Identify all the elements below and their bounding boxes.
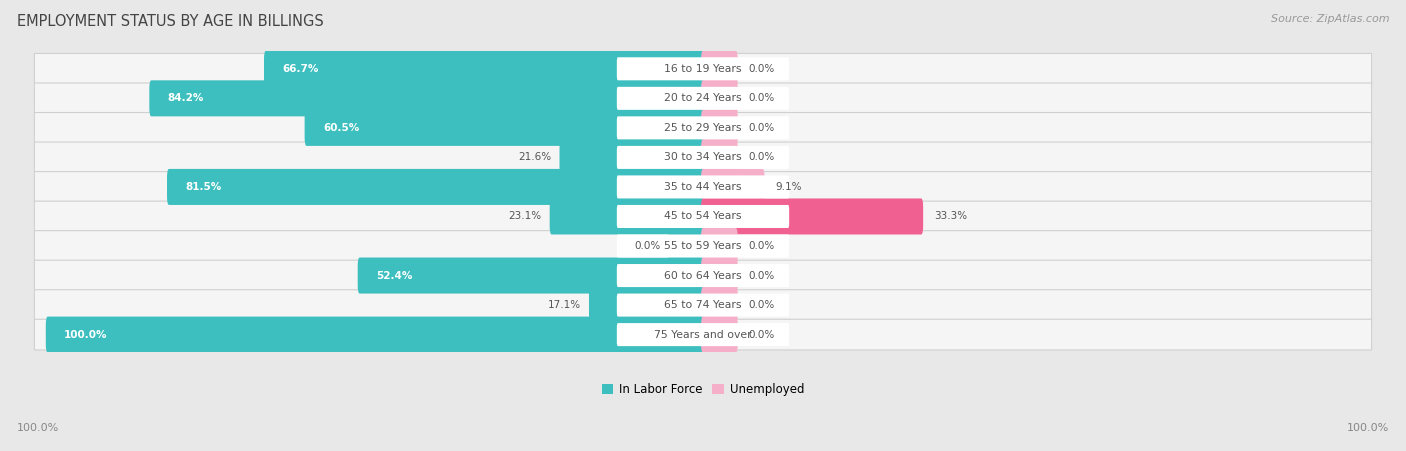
FancyBboxPatch shape <box>702 287 738 323</box>
FancyBboxPatch shape <box>305 110 704 146</box>
FancyBboxPatch shape <box>34 142 1372 173</box>
Text: 65 to 74 Years: 65 to 74 Years <box>664 300 742 310</box>
FancyBboxPatch shape <box>550 198 704 235</box>
Text: 100.0%: 100.0% <box>17 423 59 433</box>
Text: Source: ZipAtlas.com: Source: ZipAtlas.com <box>1271 14 1389 23</box>
FancyBboxPatch shape <box>702 110 738 146</box>
Text: 30 to 34 Years: 30 to 34 Years <box>664 152 742 162</box>
FancyBboxPatch shape <box>34 53 1372 84</box>
Text: 21.6%: 21.6% <box>519 152 551 162</box>
Text: 23.1%: 23.1% <box>509 212 541 221</box>
FancyBboxPatch shape <box>34 112 1372 143</box>
Text: 60.5%: 60.5% <box>323 123 359 133</box>
Text: 0.0%: 0.0% <box>749 123 775 133</box>
Text: 66.7%: 66.7% <box>283 64 319 74</box>
FancyBboxPatch shape <box>34 171 1372 202</box>
Text: 0.0%: 0.0% <box>749 241 775 251</box>
FancyBboxPatch shape <box>167 169 704 205</box>
FancyBboxPatch shape <box>702 169 765 205</box>
FancyBboxPatch shape <box>34 319 1372 350</box>
Text: 45 to 54 Years: 45 to 54 Years <box>664 212 742 221</box>
FancyBboxPatch shape <box>617 205 789 228</box>
FancyBboxPatch shape <box>702 139 738 175</box>
FancyBboxPatch shape <box>617 264 789 287</box>
Text: 60 to 64 Years: 60 to 64 Years <box>664 271 742 281</box>
FancyBboxPatch shape <box>702 228 738 264</box>
Text: 17.1%: 17.1% <box>548 300 581 310</box>
Text: 0.0%: 0.0% <box>749 300 775 310</box>
FancyBboxPatch shape <box>617 235 789 258</box>
FancyBboxPatch shape <box>34 290 1372 321</box>
FancyBboxPatch shape <box>668 228 704 264</box>
FancyBboxPatch shape <box>702 317 738 353</box>
Text: 0.0%: 0.0% <box>749 93 775 103</box>
FancyBboxPatch shape <box>702 258 738 294</box>
FancyBboxPatch shape <box>149 80 704 116</box>
Text: 52.4%: 52.4% <box>375 271 412 281</box>
Text: 0.0%: 0.0% <box>749 330 775 340</box>
FancyBboxPatch shape <box>617 294 789 317</box>
FancyBboxPatch shape <box>560 139 704 175</box>
FancyBboxPatch shape <box>34 201 1372 232</box>
FancyBboxPatch shape <box>617 323 789 346</box>
Text: 9.1%: 9.1% <box>776 182 803 192</box>
Text: 33.3%: 33.3% <box>935 212 967 221</box>
FancyBboxPatch shape <box>617 146 789 169</box>
FancyBboxPatch shape <box>264 51 704 87</box>
Text: EMPLOYMENT STATUS BY AGE IN BILLINGS: EMPLOYMENT STATUS BY AGE IN BILLINGS <box>17 14 323 28</box>
Legend: In Labor Force, Unemployed: In Labor Force, Unemployed <box>598 378 808 400</box>
Text: 100.0%: 100.0% <box>65 330 108 340</box>
Text: 84.2%: 84.2% <box>167 93 204 103</box>
FancyBboxPatch shape <box>589 287 704 323</box>
Text: 55 to 59 Years: 55 to 59 Years <box>664 241 742 251</box>
FancyBboxPatch shape <box>702 198 924 235</box>
Text: 35 to 44 Years: 35 to 44 Years <box>664 182 742 192</box>
Text: 20 to 24 Years: 20 to 24 Years <box>664 93 742 103</box>
Text: 0.0%: 0.0% <box>749 271 775 281</box>
FancyBboxPatch shape <box>46 317 704 353</box>
FancyBboxPatch shape <box>617 87 789 110</box>
FancyBboxPatch shape <box>702 51 738 87</box>
FancyBboxPatch shape <box>34 83 1372 114</box>
Text: 0.0%: 0.0% <box>749 152 775 162</box>
FancyBboxPatch shape <box>34 230 1372 262</box>
Text: 100.0%: 100.0% <box>1347 423 1389 433</box>
FancyBboxPatch shape <box>702 80 738 116</box>
Text: 75 Years and over: 75 Years and over <box>654 330 752 340</box>
FancyBboxPatch shape <box>617 57 789 80</box>
FancyBboxPatch shape <box>357 258 704 294</box>
Text: 0.0%: 0.0% <box>634 241 661 251</box>
Text: 81.5%: 81.5% <box>186 182 222 192</box>
Text: 16 to 19 Years: 16 to 19 Years <box>664 64 742 74</box>
FancyBboxPatch shape <box>34 260 1372 291</box>
Text: 0.0%: 0.0% <box>749 64 775 74</box>
Text: 25 to 29 Years: 25 to 29 Years <box>664 123 742 133</box>
FancyBboxPatch shape <box>617 116 789 139</box>
FancyBboxPatch shape <box>617 175 789 198</box>
